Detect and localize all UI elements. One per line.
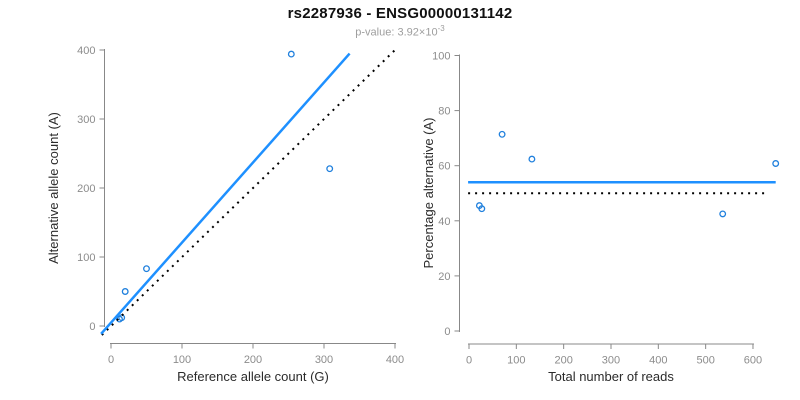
x-axis-title-left: Reference allele count (G) — [177, 369, 329, 384]
page-title: rs2287936 - ENSG00000131142 — [287, 5, 513, 22]
data-point — [772, 160, 780, 167]
x-tick-label: 400 — [386, 354, 404, 366]
x-tick-label: 100 — [173, 354, 191, 366]
y-tick-label: 400 — [77, 45, 95, 57]
y-tick-label: 0 — [89, 321, 95, 333]
y-tick-label: 100 — [432, 51, 450, 63]
x-tick-label: 300 — [602, 355, 620, 367]
x-tick-label: 200 — [244, 354, 262, 366]
y-tick-label: 40 — [438, 216, 450, 228]
data-point — [143, 265, 150, 273]
p-value-base: 10 — [425, 26, 438, 39]
data-point — [498, 130, 506, 138]
p-value-prefix: p-value: — [355, 26, 398, 39]
y-axis-title-left: Alternative allele count (A) — [46, 112, 61, 264]
y-tick-label: 0 — [444, 326, 450, 338]
data-point — [528, 155, 536, 163]
p-value-mantissa: 3.92 — [397, 26, 419, 39]
data-point — [478, 205, 486, 213]
data-point — [326, 165, 334, 173]
x-tick-label: 600 — [744, 355, 762, 367]
right-scatter-panel: 0 100 200 300 400 500 600 0 20 40 60 80 100 — [432, 51, 780, 367]
x-tick-label: 0 — [108, 354, 114, 366]
data-point — [287, 50, 295, 58]
x-tick-label: 300 — [315, 354, 333, 366]
y-tick-label: 100 — [77, 252, 95, 264]
p-value-subtitle: p-value: 3.92×10-3 — [0, 24, 800, 39]
x-tick-label: 200 — [554, 355, 572, 367]
times-symbol: × — [418, 26, 426, 39]
left-scatter-panel: 0 100 200 300 400 0 100 200 300 400 — [77, 45, 404, 366]
x-tick-label: 100 — [507, 355, 525, 367]
y-tick-label: 300 — [77, 114, 95, 126]
y-tick-label: 20 — [438, 271, 450, 283]
y-axis-title-right: Percentage alternative (A) — [421, 117, 436, 269]
y-tick-label: 80 — [438, 106, 450, 118]
data-point — [121, 288, 129, 295]
p-value-exponent: -3 — [437, 24, 445, 33]
y-tick-label: 200 — [77, 183, 95, 195]
data-point — [719, 210, 727, 218]
x-axis-title-right: Total number of reads — [548, 369, 674, 384]
identity-line — [101, 49, 396, 336]
y-tick-label: 60 — [438, 161, 450, 173]
regression-line — [100, 52, 351, 335]
x-tick-label: 400 — [649, 355, 667, 367]
x-tick-label: 0 — [466, 355, 472, 367]
x-tick-label: 500 — [696, 355, 714, 367]
